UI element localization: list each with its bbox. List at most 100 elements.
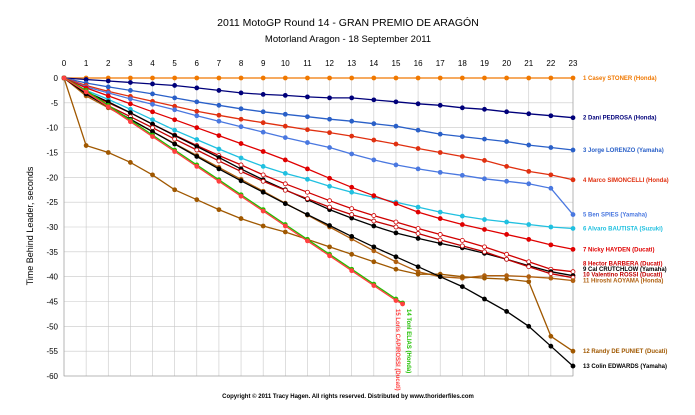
data-point	[459, 222, 465, 227]
data-point	[459, 243, 465, 249]
data-point	[172, 136, 178, 142]
data-point	[282, 135, 288, 141]
data-point	[105, 93, 111, 99]
legend-entry: 8 Hector BARBERA (Ducati)	[583, 261, 662, 267]
data-point	[150, 109, 155, 115]
data-point	[216, 166, 222, 172]
data-point	[459, 105, 465, 111]
x-tick-label: 7	[217, 59, 222, 68]
data-point	[437, 209, 443, 215]
data-point	[526, 279, 532, 285]
y-tick-label: -5	[51, 99, 59, 108]
data-point	[305, 75, 310, 81]
data-point	[393, 266, 399, 272]
data-point	[437, 232, 443, 237]
data-point	[260, 91, 266, 97]
data-point	[393, 298, 399, 303]
data-point	[504, 232, 510, 237]
data-point	[548, 333, 554, 339]
data-point	[504, 164, 510, 169]
data-point	[526, 274, 532, 280]
data-point	[260, 109, 266, 115]
data-point	[105, 84, 111, 90]
legend-entry: 5 Ben SPIES (Yamaha)	[583, 213, 647, 219]
data-point	[437, 75, 443, 81]
data-point	[371, 244, 377, 250]
legend-entry: 6 Alvaro BAUTISTA (Suzuki)	[583, 226, 663, 232]
data-point	[371, 259, 377, 265]
data-point	[415, 271, 421, 277]
x-tick-label: 11	[303, 59, 312, 68]
data-point	[260, 172, 266, 178]
series-8	[61, 75, 576, 275]
y-axis-label: Time Behind Leader, seconds	[25, 166, 35, 285]
data-point	[260, 164, 266, 169]
data-point	[305, 212, 310, 217]
data-point	[393, 123, 399, 129]
data-point	[415, 209, 421, 215]
legend-entry: 4 Marco SIMONCELLI (Honda)	[583, 178, 669, 184]
data-point	[349, 206, 355, 212]
data-point	[349, 184, 355, 190]
legend-entry: 12 Randy DE PUNIET (Ducati)	[583, 349, 667, 355]
data-point	[437, 274, 443, 280]
x-tick-labels: 0 1 2 3 4 5 6 7 8 9 10 11 12 13 14 15 16 17 18 19 20 21 22 23	[62, 59, 578, 68]
data-point	[194, 164, 200, 169]
data-point	[371, 218, 377, 224]
series-line	[63, 77, 574, 282]
data-point	[150, 75, 155, 81]
data-point	[327, 244, 332, 250]
data-point	[371, 283, 377, 289]
data-point	[305, 176, 310, 182]
x-tick-label: 5	[172, 59, 177, 68]
data-point	[548, 275, 554, 281]
data-point	[548, 185, 554, 191]
x-tick-label: 18	[458, 59, 467, 68]
x-tick-label: 2	[106, 59, 111, 68]
data-point	[282, 170, 288, 176]
copyright-note: Copyright © 2011 Tracy Hagen. All rights…	[222, 393, 474, 400]
data-point	[172, 95, 178, 101]
data-point	[526, 111, 532, 117]
data-point	[327, 145, 332, 150]
data-point	[459, 238, 465, 243]
retired-labels: 14 Toni ELIAS (Honda) 15 Loris CAPIROSSI …	[394, 309, 411, 391]
series-6	[61, 75, 576, 231]
data-point	[570, 212, 576, 217]
y-tick-label: -45	[46, 298, 58, 307]
data-point	[482, 244, 487, 250]
x-tick-label: 13	[347, 59, 356, 68]
legend-entry: 3 Jorge LORENZO (Yamaha)	[583, 148, 664, 154]
data-point	[238, 116, 244, 122]
data-point	[371, 97, 377, 103]
data-point	[526, 222, 532, 227]
data-point	[216, 88, 222, 93]
x-tick-label: 9	[261, 59, 266, 68]
data-point	[194, 154, 200, 159]
data-point	[349, 189, 355, 195]
series-line	[63, 77, 574, 151]
y-tick-label: -40	[46, 273, 58, 282]
data-point	[415, 75, 421, 81]
data-point	[238, 124, 244, 130]
data-point	[482, 176, 487, 182]
data-point	[415, 127, 421, 133]
chart-subtitle: Motorland Aragon - 18 September 2011	[265, 34, 431, 45]
data-point	[172, 149, 178, 154]
data-point	[548, 242, 554, 248]
data-point	[371, 157, 377, 163]
data-point	[327, 253, 332, 259]
data-point	[526, 181, 532, 187]
data-point	[282, 75, 288, 81]
y-tick-labels: 0 -5 -10 -15 -20 -25 -30 -35 -40 -45 -50 -55 -60	[46, 74, 58, 381]
x-tick-label: 14	[369, 59, 378, 68]
data-point	[570, 115, 576, 121]
data-point	[482, 106, 487, 112]
legend-entry: 9 Cal CRUTCHLOW (Yamaha)	[583, 267, 667, 273]
data-point	[526, 142, 532, 148]
data-point	[504, 251, 510, 257]
data-point	[548, 343, 554, 349]
data-point	[393, 201, 399, 207]
data-point	[282, 123, 288, 129]
data-point	[371, 193, 377, 199]
